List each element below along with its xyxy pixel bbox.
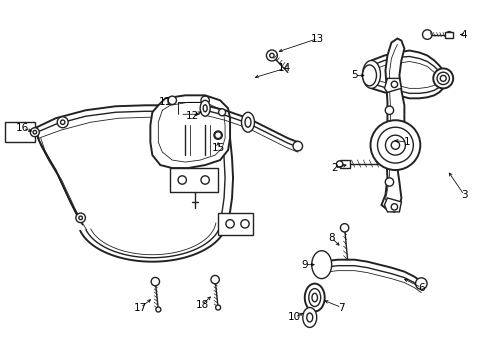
Text: 2: 2 [331, 163, 337, 173]
Ellipse shape [311, 293, 317, 302]
Circle shape [340, 224, 348, 232]
Ellipse shape [244, 117, 250, 127]
Circle shape [168, 96, 176, 104]
Ellipse shape [214, 132, 221, 139]
Circle shape [269, 53, 274, 58]
Circle shape [385, 135, 405, 155]
Circle shape [390, 81, 397, 87]
Text: 18: 18 [195, 300, 208, 310]
Polygon shape [384, 198, 401, 212]
Circle shape [215, 305, 220, 310]
Text: 16: 16 [16, 123, 29, 133]
Circle shape [79, 216, 82, 220]
Ellipse shape [304, 284, 324, 311]
Circle shape [266, 50, 277, 61]
Ellipse shape [302, 307, 316, 328]
Circle shape [370, 120, 420, 170]
Text: 7: 7 [338, 302, 344, 312]
Circle shape [218, 109, 225, 116]
Circle shape [178, 176, 186, 184]
Text: 11: 11 [159, 97, 172, 107]
Text: 1: 1 [403, 137, 410, 147]
Circle shape [30, 128, 39, 137]
Circle shape [385, 106, 393, 114]
Circle shape [446, 32, 451, 37]
Text: 17: 17 [134, 302, 147, 312]
Ellipse shape [362, 65, 376, 86]
Polygon shape [384, 78, 401, 92]
FancyBboxPatch shape [444, 32, 452, 37]
Text: 3: 3 [460, 190, 467, 200]
Circle shape [213, 131, 222, 139]
Circle shape [415, 278, 426, 289]
FancyBboxPatch shape [339, 160, 349, 168]
Circle shape [151, 278, 159, 286]
Circle shape [432, 68, 452, 88]
Circle shape [439, 75, 446, 81]
Circle shape [385, 178, 393, 186]
Text: 14: 14 [278, 63, 291, 73]
Circle shape [225, 220, 234, 228]
Polygon shape [150, 95, 229, 168]
Circle shape [390, 141, 399, 149]
Text: 13: 13 [310, 33, 324, 44]
Ellipse shape [362, 60, 380, 88]
Text: 10: 10 [287, 312, 301, 323]
Circle shape [240, 220, 249, 228]
Text: 9: 9 [301, 260, 307, 270]
Circle shape [292, 141, 302, 151]
FancyBboxPatch shape [5, 122, 35, 142]
FancyBboxPatch shape [218, 213, 252, 235]
Text: 15: 15 [211, 143, 224, 153]
Circle shape [436, 72, 448, 85]
Circle shape [201, 176, 209, 184]
Text: 5: 5 [350, 71, 357, 80]
Circle shape [390, 204, 397, 210]
Circle shape [201, 96, 209, 104]
Ellipse shape [241, 112, 254, 132]
Ellipse shape [308, 289, 320, 306]
Ellipse shape [368, 69, 373, 80]
Ellipse shape [314, 255, 328, 275]
Circle shape [422, 30, 431, 39]
Polygon shape [381, 39, 404, 212]
Circle shape [33, 130, 37, 134]
Text: 4: 4 [460, 30, 467, 40]
Ellipse shape [200, 100, 210, 116]
Circle shape [156, 307, 161, 312]
Ellipse shape [365, 63, 377, 85]
Text: 12: 12 [185, 111, 199, 121]
Circle shape [76, 213, 85, 222]
Circle shape [336, 161, 342, 167]
Circle shape [377, 127, 412, 163]
Text: 8: 8 [327, 233, 334, 243]
Text: 6: 6 [417, 283, 424, 293]
Circle shape [57, 117, 68, 128]
Circle shape [61, 120, 65, 125]
Ellipse shape [203, 105, 207, 112]
Circle shape [210, 275, 219, 284]
Ellipse shape [306, 313, 312, 322]
Ellipse shape [311, 251, 331, 279]
Ellipse shape [318, 260, 324, 269]
